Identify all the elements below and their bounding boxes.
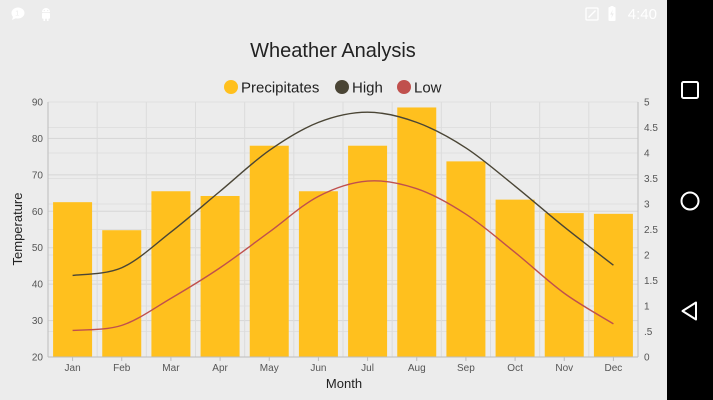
x-tick-label: Sep xyxy=(457,363,475,374)
android-robot-icon xyxy=(42,8,50,21)
y-tick-label: 60 xyxy=(32,207,44,218)
lines-group xyxy=(72,111,614,332)
bar-nov xyxy=(544,213,584,357)
y-tick-label: 30 xyxy=(32,316,44,327)
line-high xyxy=(72,111,614,277)
x-tick-label: May xyxy=(260,363,279,374)
battery-icon xyxy=(608,6,616,21)
line-low xyxy=(72,180,614,332)
chat-bubble-icon: 1 xyxy=(11,7,25,20)
x-tick-label: Apr xyxy=(212,363,228,374)
y2-tick-label: 2.5 xyxy=(644,225,658,236)
legend-label-low: Low xyxy=(414,80,442,97)
navigation-bar xyxy=(667,0,713,400)
square-icon[interactable] xyxy=(677,77,703,103)
x-tick-label: Mar xyxy=(162,363,180,374)
y-tick-label: 70 xyxy=(32,170,44,181)
x-tick-label: Nov xyxy=(555,363,573,374)
y-tick-label: 20 xyxy=(32,353,44,364)
bar-sep xyxy=(446,161,486,357)
y-axis-title: Temperature xyxy=(10,193,25,266)
clock-text: 4:40 xyxy=(627,6,657,23)
y2-tick-label: 4.5 xyxy=(644,123,658,134)
legend-marker-high xyxy=(335,80,349,94)
y2-tick-label: .5 xyxy=(644,327,653,338)
x-tick-label: Feb xyxy=(113,363,131,374)
bar-jul xyxy=(348,145,388,357)
x-tick-label: Oct xyxy=(507,363,523,374)
bar-jun xyxy=(298,191,338,357)
status-bar: 1 4:40 xyxy=(0,0,667,30)
weather-chart: Wheather Analysis 20 30 40 50 60 70 80 90 0 .5 1 1.… xyxy=(10,40,658,391)
bar-feb xyxy=(102,230,142,357)
legend-label-high: High xyxy=(352,80,383,97)
y2-tick-label: 3 xyxy=(644,200,650,211)
bar-oct xyxy=(495,199,535,357)
y-tick-label: 50 xyxy=(32,243,44,254)
circle-icon[interactable] xyxy=(677,188,703,214)
chart-axes: 20 30 40 50 60 70 80 90 0 .5 1 1.5 2 2.5 3 3.5 4 4.5 5 Jan F… xyxy=(32,98,658,375)
y2-tick-label: 2 xyxy=(644,251,650,262)
legend-label-precipitates: Precipitates xyxy=(241,80,319,97)
x-tick-label: Dec xyxy=(605,363,623,374)
y2-tick-label: 5 xyxy=(644,98,650,109)
chart-legend: Precipitates High Low xyxy=(224,80,442,97)
y2-tick-label: 1 xyxy=(644,302,650,313)
y2-tick-label: 4 xyxy=(644,149,650,160)
x-tick-label: Aug xyxy=(408,363,426,374)
bar-aug xyxy=(397,107,437,357)
x-axis-title: Month xyxy=(326,376,362,391)
bar-dec xyxy=(593,213,633,357)
x-tick-label: Jul xyxy=(361,363,374,374)
bar-mar xyxy=(151,191,191,357)
y2-tick-label: 1.5 xyxy=(644,276,658,287)
y2-tick-label: 3.5 xyxy=(644,174,658,185)
y2-tick-label: 0 xyxy=(644,353,650,364)
y-tick-label: 40 xyxy=(32,280,44,291)
y-tick-label: 80 xyxy=(32,134,44,145)
chart-title: Wheather Analysis xyxy=(250,40,416,62)
svg-text:1: 1 xyxy=(15,11,19,18)
legend-marker-low xyxy=(397,80,411,94)
bar-jan xyxy=(53,202,93,357)
x-tick-label: Jan xyxy=(65,363,81,374)
legend-marker-precipitates xyxy=(224,80,238,94)
bar-may xyxy=(249,145,289,357)
y-tick-label: 90 xyxy=(32,98,44,109)
signal-icon xyxy=(585,7,599,21)
triangle-back-icon[interactable] xyxy=(677,298,703,324)
x-tick-label: Jun xyxy=(310,363,326,374)
